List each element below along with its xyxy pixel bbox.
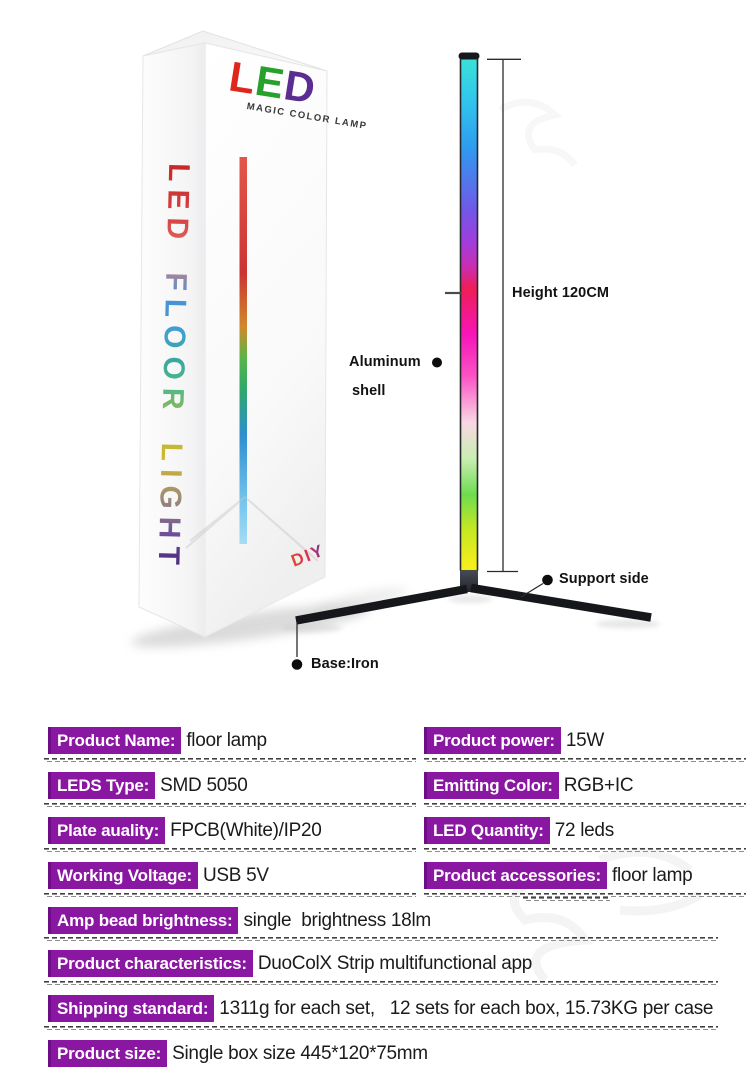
spec-label: Product characteristics: bbox=[48, 950, 253, 977]
product-box bbox=[138, 30, 328, 638]
spec-label: Product Name: bbox=[48, 727, 182, 754]
spec-row-3: Plate auality: FPCB(White)/IP20 LED Quant… bbox=[48, 817, 744, 844]
spec-value: 15W bbox=[565, 730, 605, 751]
box-tripod-sketch bbox=[185, 496, 319, 562]
spec-row-8: Product size: Single box size 445*120*75m… bbox=[48, 1040, 744, 1067]
spec-value: floor lamp bbox=[186, 730, 267, 751]
floor-lamp bbox=[295, 52, 652, 625]
spec-cell-leds-type: LEDS Type: SMD 5050 bbox=[48, 772, 248, 799]
spec-label: Product power: bbox=[424, 727, 561, 754]
spec-label: Emitting Color: bbox=[424, 772, 559, 799]
row-divider bbox=[424, 758, 746, 762]
spec-value: SMD 5050 bbox=[160, 775, 248, 796]
watermark-top bbox=[498, 98, 578, 168]
row-divider bbox=[44, 893, 416, 897]
row-divider bbox=[424, 848, 746, 852]
height-annotation: Height 120CM bbox=[512, 285, 610, 301]
lamp-pole bbox=[459, 55, 479, 573]
spec-value: 1311g for each set, 12 sets for each box… bbox=[219, 998, 714, 1019]
aluminum-shell-annotation-line2: shell bbox=[352, 383, 386, 399]
row-divider bbox=[44, 758, 416, 762]
spec-row-6: Product characteristics: DuoColX Strip mu… bbox=[48, 950, 744, 977]
box-printed-strip bbox=[239, 157, 247, 544]
row-divider bbox=[424, 803, 746, 807]
spec-cell-led-quantity: LED Quantity: 72 leds bbox=[424, 817, 614, 844]
spec-label: Amp bead brightness: bbox=[48, 907, 239, 934]
spec-value: 72 leds bbox=[554, 820, 614, 841]
row-divider bbox=[44, 981, 718, 985]
lamp-right-leg bbox=[470, 583, 652, 622]
spec-label: Product size: bbox=[48, 1040, 168, 1067]
spec-row-2: LEDS Type: SMD 5050 Emitting Color: RGB+IC bbox=[48, 772, 744, 799]
spec-label: Shipping standard: bbox=[48, 995, 215, 1022]
shell-bullet bbox=[432, 357, 442, 368]
row-divider-fragment bbox=[523, 897, 610, 901]
spec-cell-emitting-color: Emitting Color: RGB+IC bbox=[424, 772, 634, 799]
aluminum-shell-annotation-line1: Aluminum bbox=[349, 354, 421, 370]
spec-row-7: Shipping standard: 1311g for each set, 12… bbox=[48, 995, 744, 1022]
spec-label: LED Quantity: bbox=[424, 817, 550, 844]
spec-cell-amp-bead-brightness: Amp bead brightness: single brightness 18… bbox=[48, 907, 431, 934]
row-divider bbox=[44, 937, 718, 941]
spec-label: LEDS Type: bbox=[48, 772, 156, 799]
spec-cell-product-accessories: Product accessories: floor lamp bbox=[424, 862, 693, 889]
spec-row-4: Working Voltage: USB 5V Product accessori… bbox=[48, 862, 744, 889]
spec-table: Product Name: floor lamp Product power: 15… bbox=[0, 700, 748, 1067]
spec-value: single brightness 18lm bbox=[243, 910, 431, 931]
spec-row-5: Amp bead brightness: single brightness 18… bbox=[48, 907, 744, 934]
product-illustration bbox=[131, 30, 660, 670]
row-divider bbox=[44, 803, 416, 807]
spec-value: Single box size 445*120*75mm bbox=[172, 1043, 428, 1064]
base-iron-annotation: Base:Iron bbox=[311, 656, 379, 672]
spec-value: USB 5V bbox=[203, 865, 269, 886]
support-pointer-line bbox=[520, 582, 544, 598]
support-bullet bbox=[542, 574, 553, 586]
row-divider bbox=[424, 893, 746, 897]
spec-value: FPCB(White)/IP20 bbox=[170, 820, 322, 841]
base-bullet bbox=[291, 659, 303, 670]
spec-cell-product-power: Product power: 15W bbox=[424, 727, 604, 754]
spec-cell-product-name: Product Name: floor lamp bbox=[48, 727, 267, 754]
spec-value: RGB+IC bbox=[563, 775, 634, 796]
spec-cell-product-characteristics: Product characteristics: DuoColX Strip mu… bbox=[48, 950, 532, 977]
row-divider bbox=[44, 1026, 718, 1030]
spec-cell-shipping-standard: Shipping standard: 1311g for each set, 12… bbox=[48, 995, 714, 1022]
spec-label: Product accessories: bbox=[424, 862, 607, 889]
spec-value: DuoColX Strip multifunctional app bbox=[257, 953, 533, 974]
spec-label: Plate auality: bbox=[48, 817, 166, 844]
spec-cell-working-voltage: Working Voltage: USB 5V bbox=[48, 862, 269, 889]
spec-value: floor lamp bbox=[611, 865, 693, 886]
spec-row-1: Product Name: floor lamp Product power: 15… bbox=[48, 727, 744, 754]
spec-cell-product-size: Product size: Single box size 445*120*75m… bbox=[48, 1040, 428, 1067]
annotation-bullets bbox=[291, 357, 553, 670]
lamp-left-leg bbox=[295, 584, 468, 625]
annotation-lines bbox=[296, 58, 544, 657]
product-photo-area: LED FLOOR LIGHT LED MAGIC COLOR LAMP DIY… bbox=[131, 30, 660, 672]
spec-label: Working Voltage: bbox=[48, 862, 199, 889]
spec-cell-plate-quality: Plate auality: FPCB(White)/IP20 bbox=[48, 817, 322, 844]
lamp-top-cap bbox=[458, 52, 480, 60]
support-side-annotation: Support side bbox=[559, 571, 649, 587]
row-divider bbox=[44, 848, 416, 852]
